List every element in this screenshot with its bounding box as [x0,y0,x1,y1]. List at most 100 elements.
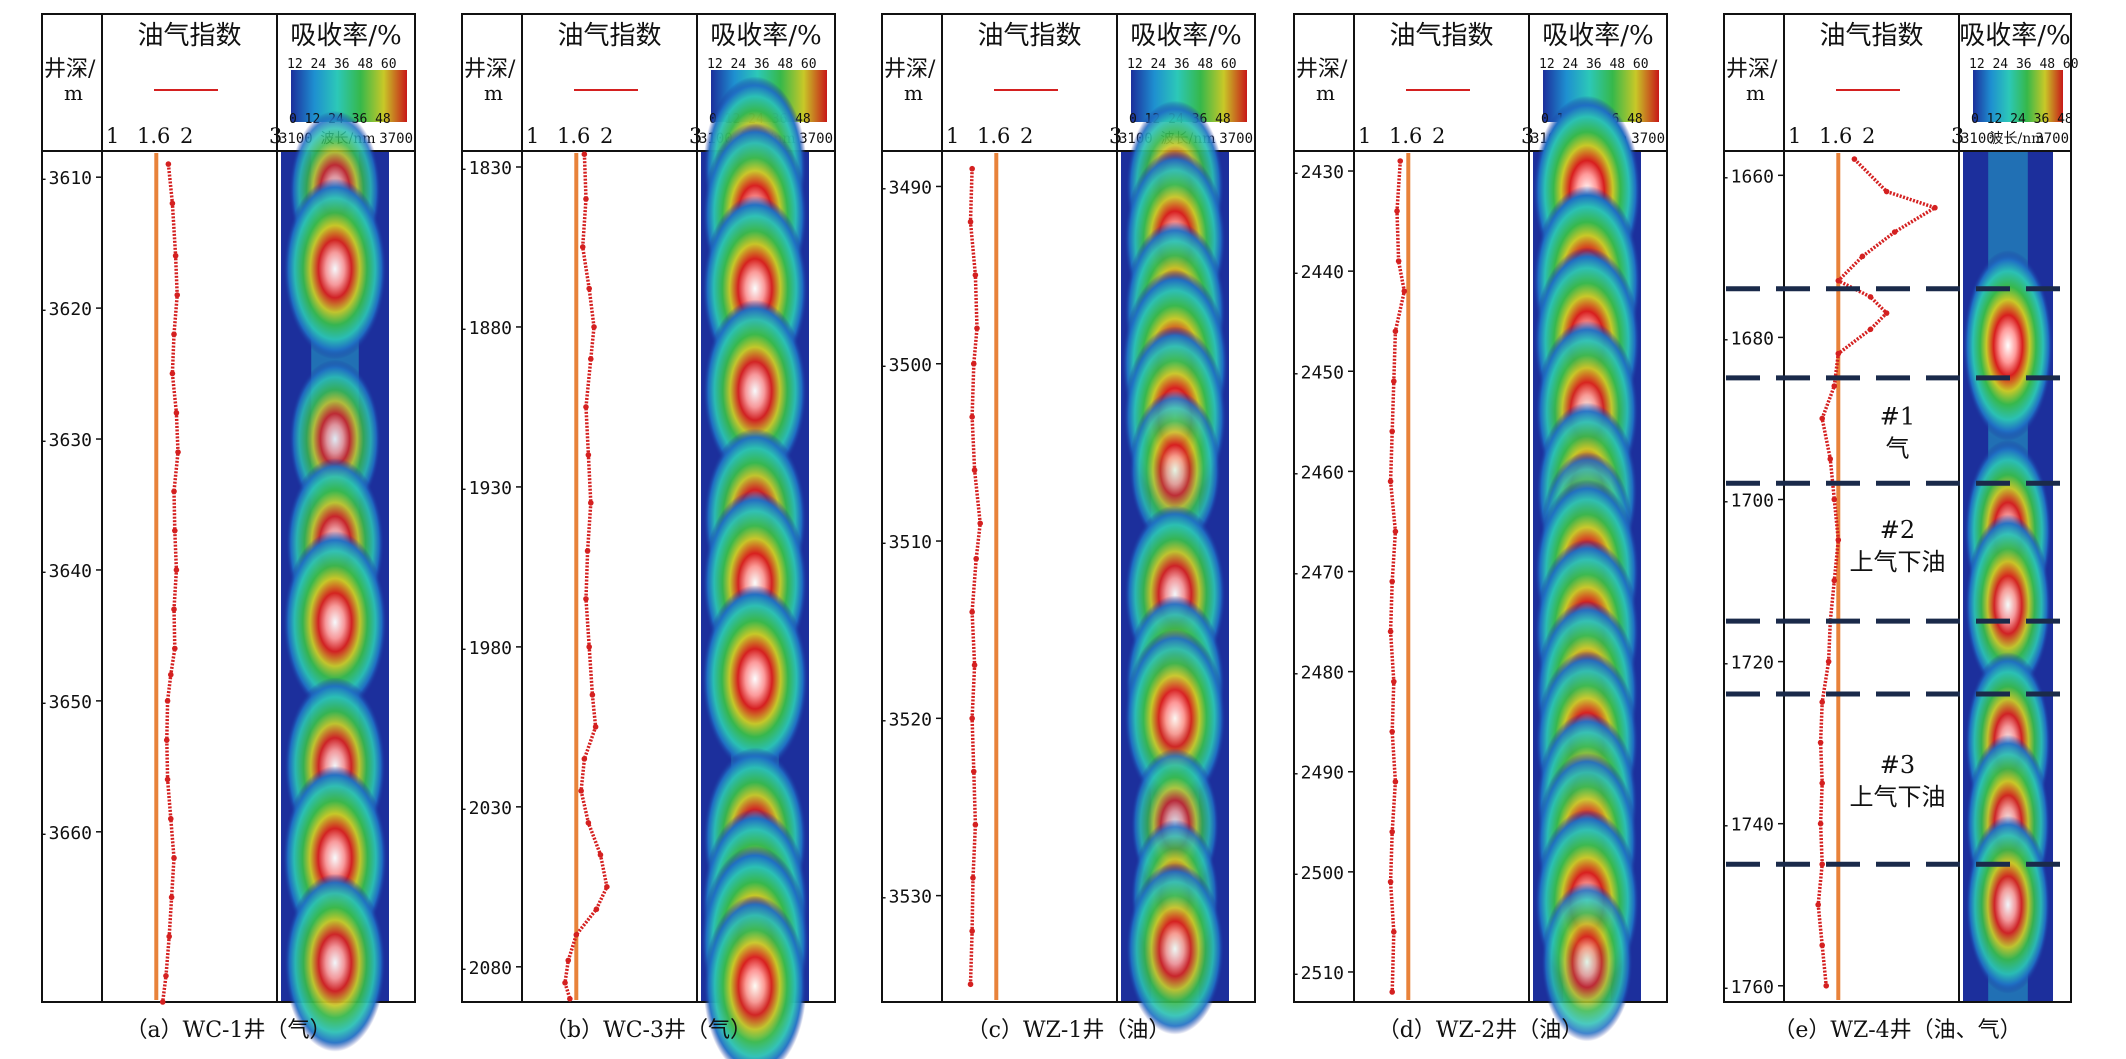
oil-gas-point [1389,989,1395,995]
oil-gas-point [1392,528,1399,535]
oil-gas-point [1831,577,1838,584]
depth-axis-unit: m [1746,81,1765,105]
absorb-title: 吸收率/% [1130,21,1241,51]
oil-gas-point [1891,229,1898,235]
oil-gas-curve [160,163,180,1003]
oil-gas-tick-label: 1.6 [1389,124,1422,148]
oil-gas-point [172,645,178,652]
oil-gas-point [589,692,596,698]
oil-gas-point [578,788,584,794]
panel-frame [461,13,836,1003]
depth-tick-label: -1700 [1720,491,1774,512]
oil-gas-point [169,200,176,207]
oil-gas-point [969,928,975,934]
oil-gas-point [972,821,979,828]
panel-frame [1293,13,1668,1003]
oil-gas-point [1827,456,1834,462]
oil-gas-title: 油气指数 [1819,21,1923,51]
oil-gas-point [1835,537,1842,543]
oil-gas-point [1389,428,1395,435]
oil-gas-title: 油气指数 [557,21,661,51]
depth-tick-label: -1680 [1720,328,1774,349]
oil-gas-point [1391,378,1397,385]
oil-gas-point [562,980,568,986]
oil-gas-point [1831,383,1838,389]
depth-axis-label: 井深/ [44,57,96,82]
oil-gas-point [159,999,166,1005]
depth-axis-unit: m [904,81,923,105]
absorb-title: 吸收率/% [290,21,401,51]
depth-tick-label: -2440 [1290,262,1344,283]
oil-gas-point [1397,158,1404,164]
depth-tick-label: -2480 [1290,663,1344,684]
oil-gas-point [1394,208,1400,214]
colorbar-top-ticks: 12 24 36 48 60 [1539,57,1649,72]
oil-gas-point [587,500,594,506]
oil-gas-point [1859,253,1866,260]
panel-caption: （b）WC-3井（气） [545,1018,752,1043]
oil-gas-point [1819,780,1825,786]
oil-gas-point [1819,415,1825,422]
depth-tick-label: -2450 [1290,362,1344,383]
depth-tick-label: -3660 [38,823,92,844]
zone-id: #2 [1880,516,1915,544]
oil-gas-point [579,244,586,250]
oil-gas-tick-label: 2 [600,124,613,148]
panel-frame [1723,13,2072,1003]
absorption-band [1125,863,1225,1035]
oil-gas-point [597,852,604,858]
oil-gas-point [1401,288,1408,294]
oil-gas-point [967,981,974,988]
oil-gas-point [165,161,172,167]
oil-gas-curve [968,168,982,985]
oil-gas-point [974,325,980,332]
oil-gas-point [969,609,975,615]
absorption-band [284,873,386,1052]
oil-gas-point [1883,188,1890,195]
oil-gas-point [1867,294,1874,300]
oil-gas-point [164,698,171,704]
absorb-title: 吸收率/% [710,21,821,51]
oil-gas-point [967,219,974,225]
oil-gas-point [587,356,594,362]
oil-gas-point [163,973,169,979]
oil-gas-point [583,404,589,410]
oil-gas-point [1389,829,1395,835]
zone-label: 上气下油 [1850,783,1946,811]
oil-gas-point [171,855,177,861]
oil-gas-point [174,292,181,298]
depth-axis-unit: m [484,81,503,105]
oil-gas-point [593,906,600,913]
zone-id: #1 [1880,403,1915,431]
oil-gas-tick-label: 1.6 [977,124,1010,148]
depth-tick-label: -1830 [458,158,512,179]
oil-gas-point [1389,728,1395,735]
depth-axis-label: 井深/ [1726,57,1778,82]
absorption-band [283,530,387,714]
oil-gas-point [173,410,180,416]
oil-gas-point [1831,496,1838,503]
depth-tick-label: -3620 [38,299,92,320]
oil-gas-point [175,449,181,455]
oil-gas-curve [563,154,609,1000]
oil-gas-tick-label: 3 [1109,124,1122,148]
absorption-band [703,299,807,483]
oil-gas-point [592,724,599,730]
oil-gas-tick-label: 2 [1862,124,1875,148]
absorption-band [1963,250,2053,441]
oil-gas-point [970,875,976,881]
depth-tick-label: -1760 [1720,977,1774,998]
absorption-band [1129,390,1221,550]
absorb-title: 吸收率/% [1959,21,2070,51]
oil-gas-point [1867,326,1874,333]
oil-gas-point [1395,258,1402,264]
oil-gas-point [604,884,610,890]
depth-tick-label: -3520 [878,709,932,730]
oil-gas-point [1819,699,1825,705]
depth-tick-label: -1660 [1720,166,1774,187]
colorbar-top-ticks: 12 24 36 48 60 [1969,57,2079,72]
oil-gas-point [1387,478,1394,485]
